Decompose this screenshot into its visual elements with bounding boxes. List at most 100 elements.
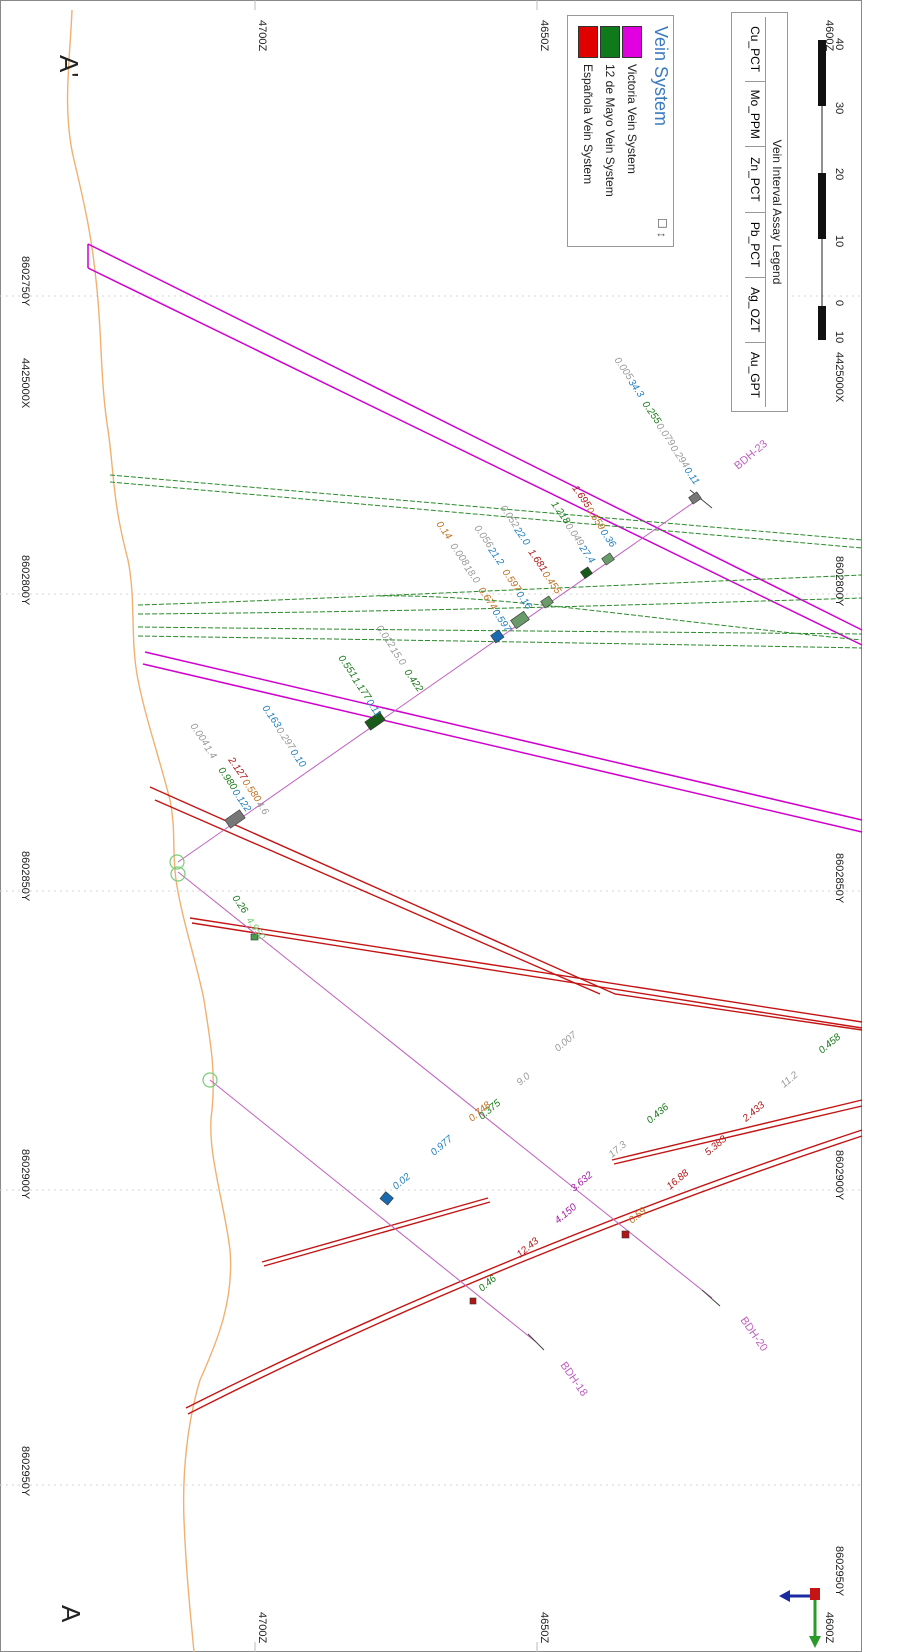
drillhole-trace-bdh20 [177, 871, 713, 1299]
assay-value-label: 18.0 [462, 563, 482, 586]
intercept-block[interactable] [379, 1191, 394, 1206]
vein-line [154, 799, 601, 995]
vein-line [137, 574, 863, 606]
northing-label: 8602850Y [19, 851, 31, 902]
vein-line [149, 786, 863, 1031]
drillhole-label-bdh18[interactable]: BDH-18 [558, 1360, 590, 1399]
assay-value-label: 0.977 [429, 1134, 456, 1159]
intercept-block[interactable] [250, 933, 259, 941]
hole-end [527, 1333, 545, 1351]
scale-bar: 10 0 10 20 30 40 [818, 38, 845, 343]
assay-value-label: 0.10 [288, 747, 308, 770]
assay-value-label: 2.433 [740, 1100, 767, 1125]
arrow-head [809, 1636, 821, 1648]
vein-line [142, 663, 863, 833]
scale-tick-label: 30 [833, 102, 845, 114]
scale-segment [818, 173, 826, 239]
legend-item-label: Victoria Vein System [625, 64, 639, 174]
northing-label: 8602800Y [19, 555, 31, 606]
assay-value-label: 12.43 [515, 1236, 542, 1261]
elevation-label: 4650Z [538, 1612, 550, 1643]
espanola-veins [149, 786, 863, 1415]
scale-tick-label: 20 [833, 168, 845, 180]
collars [169, 854, 218, 1088]
assay-value-label: 16.88 [665, 1168, 692, 1193]
northing-label: 8602800Y [833, 556, 845, 607]
section-label-left: A [56, 1605, 86, 1623]
intercept-block[interactable] [621, 1230, 630, 1239]
legend-item: Victoria Vein System [621, 26, 643, 197]
intercept-block[interactable] [510, 610, 530, 630]
intercept-blocks [224, 491, 702, 1305]
swatch-victoria [622, 26, 642, 58]
legend-item-label: Española Vein System [581, 64, 595, 185]
legend-pin-icon[interactable]: ☐ ↕ [655, 217, 669, 238]
drillhole-trace-bdh18 [209, 1079, 537, 1343]
intercept-block[interactable] [540, 595, 554, 609]
vein-legend-items: Victoria Vein System 12 de Mayo Vein Sys… [577, 26, 643, 197]
vein-line [87, 267, 863, 646]
elevation-label: 4700Z [256, 1612, 268, 1643]
assay-value-label: 0.02 [391, 1171, 413, 1192]
assay-column: Au_GPT [748, 351, 762, 398]
vein-line [613, 1105, 863, 1165]
north-arrow-icon [779, 1588, 821, 1648]
assay-value-label: 0.11 [682, 465, 702, 487]
vein-line [261, 1197, 489, 1263]
grid-lines [0, 295, 862, 1486]
northing-label: 8602900Y [833, 1150, 845, 1201]
intercept-block[interactable] [580, 566, 593, 579]
intercept-block[interactable] [490, 629, 505, 644]
intercept-block[interactable] [469, 1297, 477, 1305]
hole-end [701, 1289, 721, 1307]
intercept-block[interactable] [688, 491, 702, 505]
topography-line [66, 9, 232, 1652]
assay-column: Mo_PPM [745, 82, 765, 148]
mayo-veins [109, 474, 863, 649]
scale-tick-label: 10 [833, 331, 845, 343]
elevation-label: 4650Z [538, 20, 550, 51]
collar-marker[interactable] [170, 866, 186, 882]
vein-line [189, 917, 863, 1023]
drillhole-label-bdh20[interactable]: BDH-20 [738, 1315, 770, 1354]
intercept-block[interactable] [601, 552, 615, 566]
assay-value-label: 9.0 [515, 1071, 533, 1089]
scale-tick-label: 0 [833, 300, 845, 306]
vein-line [87, 243, 863, 631]
edge-ticks [254, 0, 538, 1652]
legend-item: Española Vein System [577, 26, 599, 197]
arrow-origin [810, 1588, 820, 1600]
vein-line [144, 651, 863, 821]
vein-line [379, 595, 863, 641]
easting-label: 4425000X [833, 352, 845, 403]
victoria-veins [87, 243, 863, 833]
swatch-mayo [600, 26, 620, 58]
vein-line [611, 1099, 863, 1161]
assay-column: Pb_PCT [745, 212, 765, 278]
northing-label: 8602950Y [19, 1446, 31, 1497]
assay-value-label: 0.422 [402, 667, 426, 694]
vein-line [137, 626, 863, 635]
scale-segment [818, 40, 826, 106]
assay-value-label: 0.16 [514, 589, 534, 612]
collar-marker[interactable] [202, 1072, 218, 1088]
assay-column: Ag_OZT [745, 277, 765, 343]
drillhole-label-bdh23[interactable]: BDH-23 [732, 438, 770, 472]
vein-line [137, 635, 863, 649]
assay-value-label: 0.436 [645, 1102, 672, 1127]
vein-line [191, 922, 863, 1029]
legend-item-label: 12 de Mayo Vein System [603, 64, 617, 197]
vein-system-legend[interactable]: ☐ ↕ Vein System Victoria Vein System 12 … [567, 15, 674, 247]
intercept-block[interactable] [224, 809, 246, 829]
assay-column: Zn_PCT [745, 147, 765, 213]
assay-value-label: 1.681 [526, 547, 549, 574]
assay-value-label: 0.26 [230, 893, 250, 916]
vein-line [263, 1201, 491, 1267]
intercept-block[interactable] [364, 711, 386, 731]
assay-value-label: 15.0 [388, 645, 408, 668]
scale-segment [818, 306, 826, 340]
assay-value-label: 3.632 [569, 1170, 596, 1195]
collar-marker[interactable] [169, 854, 185, 870]
